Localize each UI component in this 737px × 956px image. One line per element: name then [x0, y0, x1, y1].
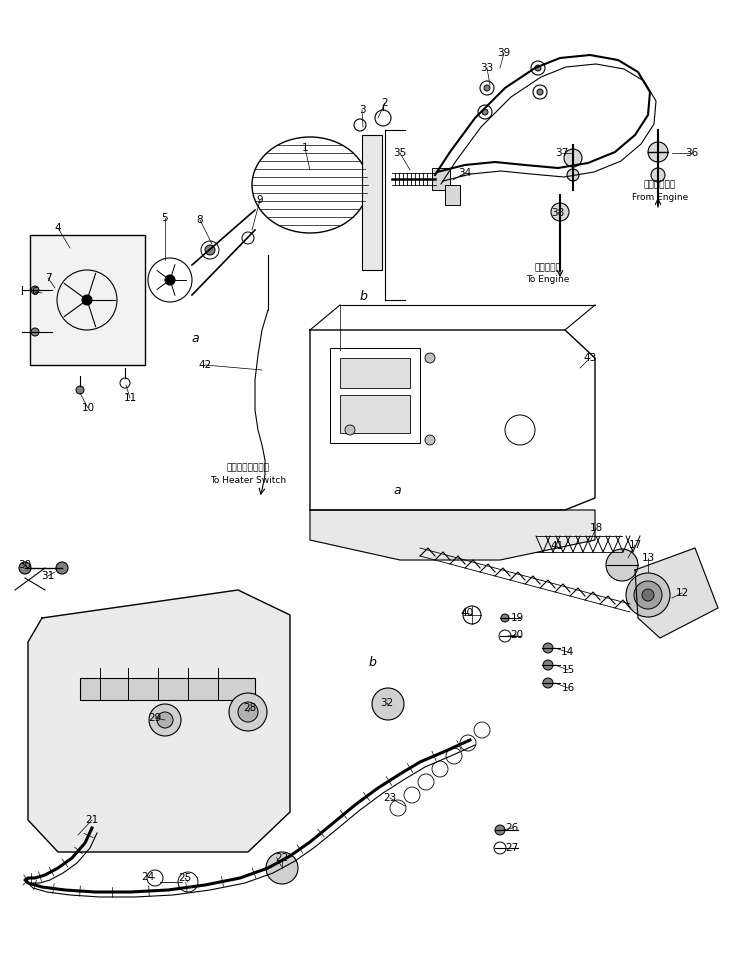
Circle shape — [31, 328, 39, 336]
Text: 32: 32 — [380, 698, 394, 708]
Text: To Engine: To Engine — [526, 275, 570, 285]
Circle shape — [425, 435, 435, 445]
Text: 14: 14 — [560, 647, 573, 657]
Text: ヒータスイッチへ: ヒータスイッチへ — [226, 464, 270, 472]
Circle shape — [606, 549, 638, 581]
Text: b: b — [368, 656, 376, 668]
Text: 7: 7 — [45, 273, 52, 283]
Text: 33: 33 — [481, 63, 494, 73]
Text: 39: 39 — [497, 48, 511, 58]
Text: 20: 20 — [511, 630, 523, 640]
Circle shape — [535, 65, 541, 71]
Polygon shape — [310, 510, 595, 560]
Bar — [432, 168, 450, 190]
Bar — [362, 135, 382, 270]
Bar — [445, 185, 460, 205]
Circle shape — [31, 286, 39, 294]
Circle shape — [76, 386, 84, 394]
Text: 13: 13 — [641, 553, 654, 563]
Text: 25: 25 — [178, 873, 192, 883]
Text: 5: 5 — [161, 213, 168, 223]
Text: 43: 43 — [584, 353, 597, 363]
Circle shape — [651, 168, 665, 182]
Circle shape — [425, 353, 435, 363]
Circle shape — [165, 275, 175, 285]
Text: 36: 36 — [685, 148, 699, 158]
Circle shape — [648, 142, 668, 162]
Text: 30: 30 — [18, 560, 32, 570]
Polygon shape — [28, 590, 290, 852]
Bar — [340, 395, 410, 433]
Circle shape — [543, 678, 553, 688]
Text: 31: 31 — [41, 571, 55, 581]
Circle shape — [345, 425, 355, 435]
Text: 10: 10 — [81, 403, 94, 413]
Circle shape — [82, 295, 92, 305]
Circle shape — [543, 643, 553, 653]
Text: 34: 34 — [458, 168, 472, 178]
Text: a: a — [191, 332, 199, 344]
Circle shape — [372, 688, 404, 720]
Text: 18: 18 — [590, 523, 603, 533]
Circle shape — [149, 704, 181, 736]
Text: 26: 26 — [506, 823, 519, 833]
Text: エンジンから: エンジンから — [644, 181, 676, 189]
Circle shape — [543, 660, 553, 670]
Circle shape — [157, 712, 173, 728]
Text: 17: 17 — [629, 540, 642, 550]
Text: 15: 15 — [562, 665, 575, 675]
Text: エンジンへ: エンジンへ — [534, 264, 562, 272]
Text: To Heater Switch: To Heater Switch — [210, 475, 286, 485]
Text: 21: 21 — [85, 815, 99, 825]
Circle shape — [19, 562, 31, 574]
Circle shape — [484, 85, 490, 91]
Text: 40: 40 — [461, 608, 474, 618]
Text: 38: 38 — [551, 208, 565, 218]
Text: 2: 2 — [382, 98, 388, 108]
Text: 16: 16 — [562, 683, 575, 693]
Circle shape — [567, 169, 579, 181]
Text: b: b — [359, 291, 367, 303]
Text: a: a — [393, 484, 401, 496]
Circle shape — [642, 589, 654, 601]
Circle shape — [229, 693, 267, 731]
Circle shape — [238, 702, 258, 722]
Circle shape — [634, 581, 662, 609]
Text: 1: 1 — [301, 143, 308, 153]
Bar — [340, 358, 410, 388]
Circle shape — [205, 245, 215, 255]
Text: 23: 23 — [383, 793, 397, 803]
Text: 4: 4 — [55, 223, 61, 233]
Text: From Engine: From Engine — [632, 192, 688, 202]
Text: 6: 6 — [32, 287, 38, 297]
Bar — [80, 678, 255, 700]
Text: 35: 35 — [394, 148, 407, 158]
Text: 42: 42 — [198, 360, 212, 370]
Text: 37: 37 — [556, 148, 569, 158]
Circle shape — [537, 89, 543, 95]
Text: 8: 8 — [197, 215, 203, 225]
Text: 12: 12 — [675, 588, 688, 598]
Text: 3: 3 — [359, 105, 366, 115]
Circle shape — [482, 109, 488, 115]
Text: 41: 41 — [551, 541, 564, 551]
Circle shape — [495, 825, 505, 835]
Text: 9: 9 — [256, 195, 263, 205]
Text: 22: 22 — [276, 853, 289, 863]
Text: 29: 29 — [148, 713, 161, 723]
Bar — [330, 348, 420, 443]
Text: 28: 28 — [243, 703, 256, 713]
Text: 24: 24 — [142, 872, 155, 882]
Circle shape — [501, 614, 509, 622]
Polygon shape — [635, 548, 718, 638]
Circle shape — [564, 149, 582, 167]
Circle shape — [551, 203, 569, 221]
Text: 11: 11 — [123, 393, 136, 403]
Bar — [30, 235, 145, 365]
Text: 19: 19 — [511, 613, 523, 623]
Circle shape — [266, 852, 298, 884]
Circle shape — [626, 573, 670, 617]
Circle shape — [56, 562, 68, 574]
Text: 27: 27 — [506, 843, 519, 853]
